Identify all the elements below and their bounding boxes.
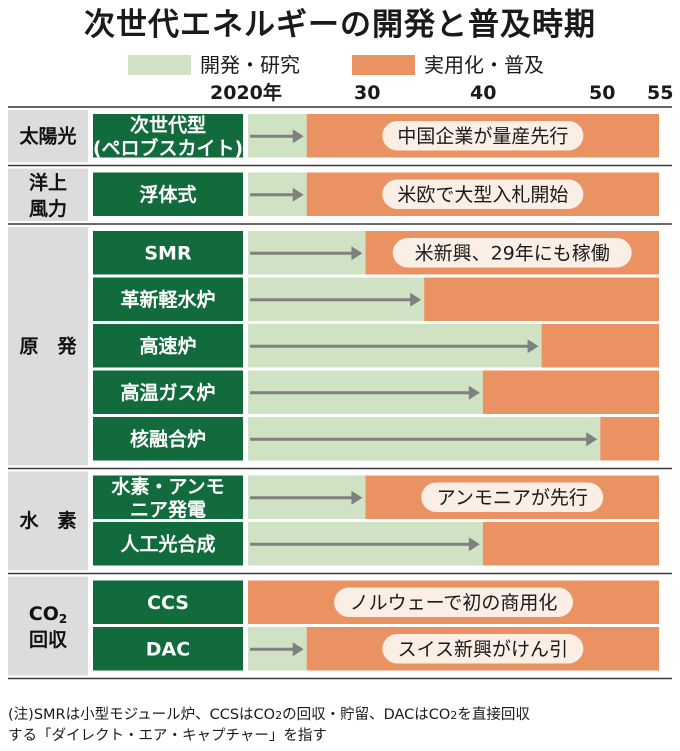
annotation-text: 米欧で大型入札開始 [397,184,568,206]
timeline-arrow-head [468,385,480,400]
group-label-line2: 風力 [29,197,67,220]
annotation-callout [334,587,573,617]
group-label-cell [8,471,88,571]
footnote-line-1: (注)SMRは小型モジュール炉、CCSはCO2の回収・貯留、DACはCO2を直接… [8,707,530,723]
annotation-text: 米新興、29年にも稼働 [415,242,610,264]
row-label: 次世代型 [130,113,206,136]
timeline-arrow-head [586,432,598,447]
group-label-line2: 回収 [29,629,68,651]
group-label: CO2 [29,603,67,626]
annotation-callout [382,179,584,209]
annotation-text: スイス新興がけん引 [398,638,568,660]
group-label-cell [8,110,88,163]
annotation-text: 中国企業が量産先行 [397,125,568,147]
row-label: SMR [144,242,192,264]
group-label: 洋上 [29,171,67,194]
use-bar [482,522,659,566]
timeline-arrow-head [292,129,304,144]
row-label-cell [93,627,243,671]
annotation-callout [421,482,604,512]
row-label-cell [93,522,243,566]
row-label-line2: (ペロブスカイト) [93,136,243,159]
annotation-callout [382,634,584,664]
row-label: 水素・アンモ [111,475,224,498]
use-bar [424,277,659,321]
row-label: 人工光合成 [120,532,215,555]
legend-swatch-rd [128,55,191,75]
annotation-callout [392,238,632,268]
group-label: 水 素 [19,509,76,532]
use-bar [600,417,659,461]
row-label: 核融合炉 [130,427,206,450]
row-label: 浮体式 [139,183,196,206]
row-label: CCS [147,592,189,614]
row-label-cell [93,324,243,368]
row-label-cell [93,580,243,624]
timeline-arrow-head [527,339,539,354]
legend-label-rd: 開発・研究 [200,53,300,77]
row-label-line2: ニア発電 [130,498,206,521]
footnote: (注)SMRは小型モジュール炉、CCSはCO2の回収・貯留、DACはCO2を直接… [8,705,676,747]
row-label-cell [93,417,243,461]
timeline-arrow-head [468,537,480,552]
annotation-text: ノルウェーで初の商用化 [350,592,558,614]
row-label-cell [93,370,243,414]
timeline-arrow-head [292,187,304,202]
group-label-subscript: 2 [59,612,67,626]
annotation-text: アンモニアが先行 [437,487,588,509]
chart-title: 次世代エネルギーの開発と普及時期 [84,7,596,43]
annotation-callout [382,121,584,151]
group-label-cell [8,576,88,676]
legend-label-use: 実用化・普及 [424,53,544,77]
row-label-cell [93,475,243,519]
row-label: DAC [146,638,190,660]
row-label-cell [93,114,243,158]
x-tick-label: 50 [589,82,616,104]
timeline-arrow-head [351,246,363,261]
row-label-cell [93,231,243,275]
x-tick-label: 40 [470,82,497,104]
timeline-arrow-head [351,490,363,505]
footnote-line-2: する「ダイレクト・エア・キャプチャー」を指す [8,728,327,744]
row-label: 高温ガス炉 [120,381,215,404]
use-bar [482,370,659,414]
group-label: 太陽光 [19,124,76,147]
x-tick-label: 30 [354,82,381,104]
x-tick-label: 2020年 [210,82,282,104]
timeline-arrow-head [410,292,422,307]
group-label-cell [8,168,88,221]
legend-swatch-use [352,55,415,75]
group-label: 原 発 [19,334,77,357]
row-label-cell [93,277,243,321]
row-label: 革新軽水炉 [120,288,215,311]
group-label-cell [8,227,88,466]
use-bar [541,324,659,368]
row-label-cell [93,172,243,216]
row-label: 高速炉 [139,334,196,357]
x-tick-label: 55 [647,82,674,104]
timeline-arrow-head [292,642,304,657]
